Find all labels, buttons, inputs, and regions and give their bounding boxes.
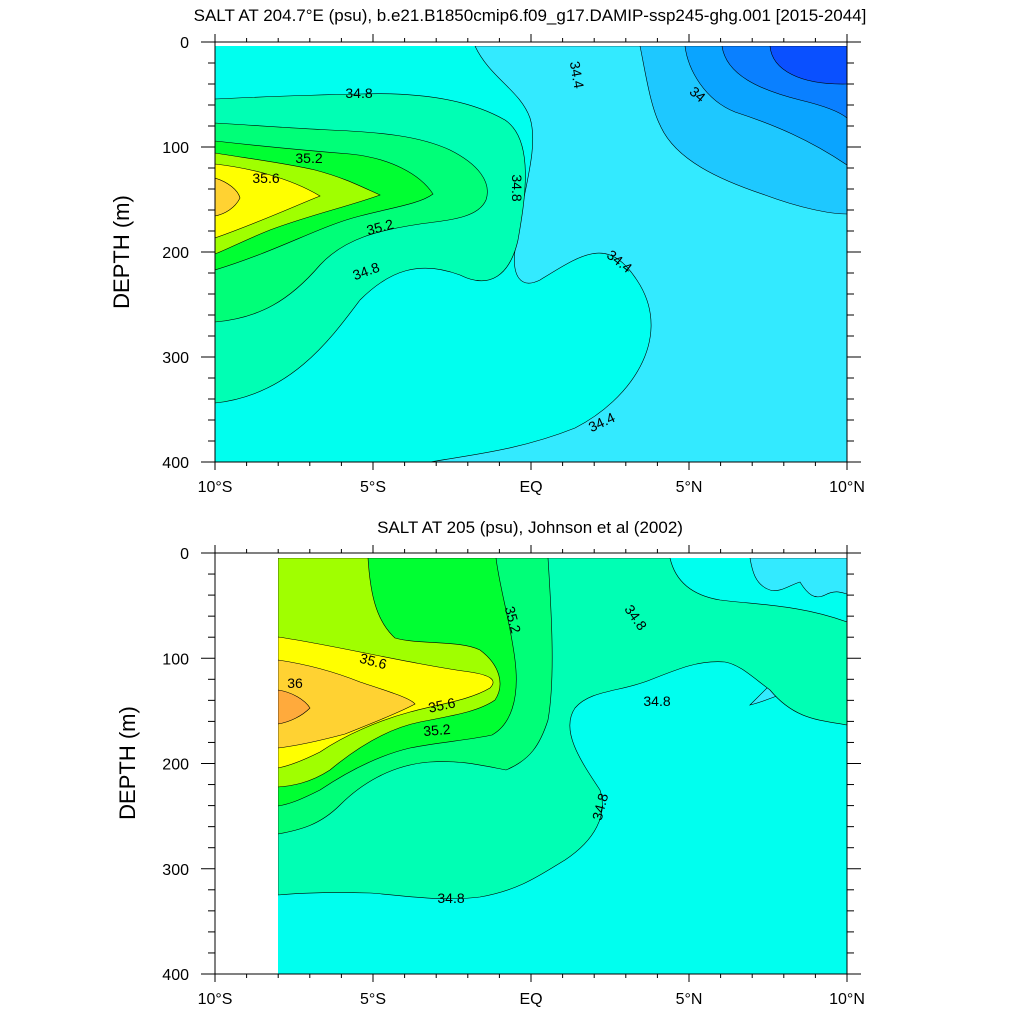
- top-contour-label: 35.2: [295, 150, 322, 166]
- bottom-chart-title: SALT AT 205 (psu), Johnson et al (2002): [377, 518, 683, 537]
- top-band-36.4-36.8: [215, 163, 321, 239]
- top-x-tick-label: 5°N: [676, 479, 703, 496]
- bottom-contour-label: 35.2: [502, 605, 525, 636]
- top-x-tick-label: 10°S: [198, 479, 233, 496]
- bottom-contour-fill: [278, 558, 847, 974]
- top-contour-label: 34.4: [567, 60, 588, 90]
- top-x-tick-label: 10°N: [829, 479, 865, 496]
- bottom-band-34.0-34.4-top: [749, 558, 847, 598]
- top-x-tick-label: EQ: [519, 479, 542, 496]
- bottom-y-tick-label: 0: [180, 546, 189, 563]
- top-panel: SALT AT 204.7°E (psu), b.e21.B1850cmip6.…: [109, 6, 866, 496]
- bottom-x-tick-label: 5°N: [676, 991, 703, 1008]
- bottom-contour-labels: 35.2 34.8 35.6 36 35.6 35.2 34.8 34.8 34…: [287, 602, 671, 906]
- bottom-band-core: [278, 689, 311, 725]
- top-y-tick-label: 200: [162, 245, 189, 262]
- top-contour-fill: [215, 42, 847, 462]
- bottom-x-tick-label: 10°S: [198, 991, 233, 1008]
- top-x-tick-label: 5°S: [360, 479, 386, 496]
- top-y-tick-label: 400: [162, 455, 189, 472]
- bottom-axes: 10°S 5°S EQ 5°N 10°N 0 100 200 300 400: [162, 545, 865, 1008]
- top-contour-label: 35.6: [252, 170, 279, 186]
- top-band-core: [215, 177, 241, 217]
- top-contour-label: 35.2: [365, 216, 396, 239]
- top-contour-label: 34.8: [509, 174, 525, 201]
- top-y-axis-label: DEPTH (m): [109, 195, 134, 309]
- bottom-contour-label: 35.2: [423, 721, 452, 739]
- bottom-x-tick-label: 5°S: [360, 991, 386, 1008]
- bottom-y-tick-label: 400: [162, 967, 189, 984]
- bottom-y-tick-label: 200: [162, 757, 189, 774]
- bottom-contour-label: 36: [287, 675, 303, 691]
- top-axes: 10°S 5°S EQ 5°N 10°N 0 100 200 300 400: [162, 34, 865, 496]
- top-y-tick-label: 300: [162, 350, 189, 367]
- bottom-panel: SALT AT 205 (psu), Johnson et al (2002): [115, 518, 865, 1008]
- bottom-contour-label: 35.6: [427, 694, 457, 715]
- top-chart-title: SALT AT 204.7°E (psu), b.e21.B1850cmip6.…: [194, 6, 867, 25]
- bottom-band-36.8-37.2: [278, 659, 416, 749]
- top-contour-label: 34.8: [345, 85, 372, 101]
- bottom-contour-label: 35.6: [358, 650, 389, 673]
- bottom-x-tick-label: EQ: [519, 991, 542, 1008]
- bottom-y-tick-label: 300: [162, 862, 189, 879]
- top-y-tick-label: 0: [180, 35, 189, 52]
- bottom-y-axis-label: DEPTH (m): [115, 706, 140, 820]
- bottom-y-tick-label: 100: [162, 651, 189, 668]
- top-surface-strip: [215, 42, 847, 46]
- bottom-x-tick-label: 10°N: [829, 991, 865, 1008]
- bottom-contour-label: 34.8: [589, 791, 612, 822]
- bottom-contour-label: 34.8: [643, 693, 670, 709]
- top-y-tick-label: 100: [162, 140, 189, 157]
- bottom-contour-label: 34.8: [437, 890, 464, 906]
